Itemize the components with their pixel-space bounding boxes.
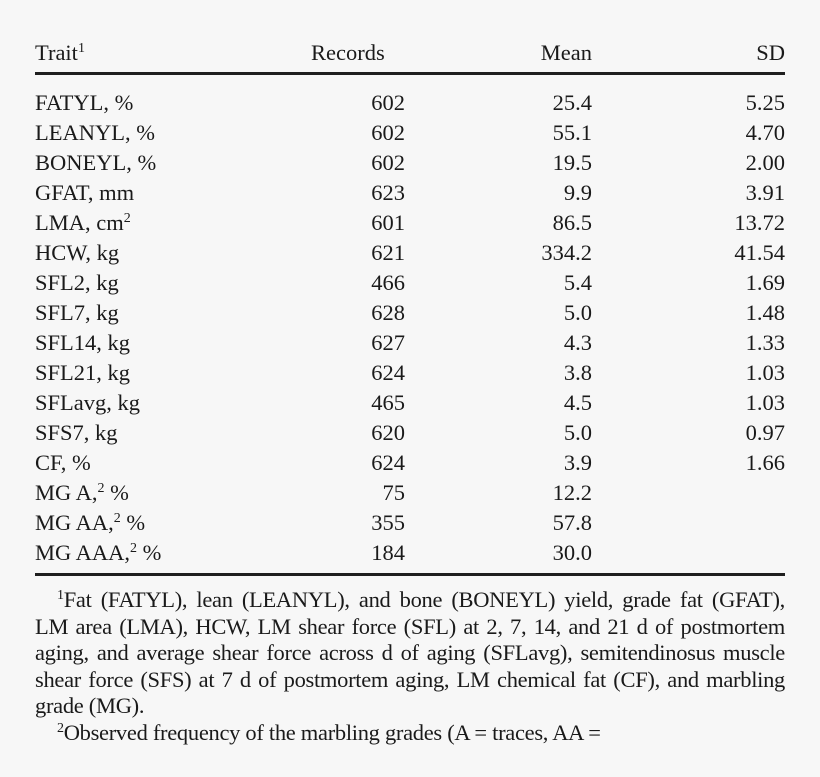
cell-mean: 5.0 (563, 300, 592, 325)
cell-sd: 0.97 (745, 420, 785, 445)
cell-records: 623 (371, 180, 405, 205)
table-row: SFL14, kg 627 4.3 1.33 (35, 328, 785, 358)
cell-trait: SFS7, kg (35, 420, 118, 445)
cell-trait: SFL21, kg (35, 360, 131, 385)
cell-trait: CF, % (35, 450, 91, 475)
table-row: FATYL, % 602 25.4 5.25 (35, 88, 785, 118)
cell-trait: MG AAA,2 % (35, 540, 162, 565)
cell-records: 355 (371, 510, 405, 535)
cell-trait: HCW, kg (35, 240, 120, 265)
table-row: MG AAA,2 % 184 30.0 (35, 538, 785, 568)
cell-sd: 1.48 (745, 300, 785, 325)
table-row: CF, % 624 3.9 1.66 (35, 448, 785, 478)
table-row: LEANYL, % 602 55.1 4.70 (35, 118, 785, 148)
cell-records: 621 (371, 240, 405, 265)
footnote-ref: 1 (77, 41, 85, 56)
cell-sd: 3.91 (745, 180, 785, 205)
cell-records: 624 (371, 360, 405, 385)
cell-mean: 19.5 (552, 150, 592, 175)
cell-records: 627 (371, 330, 405, 355)
cell-mean: 25.4 (552, 90, 592, 115)
cell-mean: 4.5 (563, 390, 592, 415)
cell-trait: MG A,2 % (35, 480, 129, 505)
table-row: MG AA,2 % 355 57.8 (35, 508, 785, 538)
cell-trait: SFL2, kg (35, 270, 119, 295)
cell-mean: 4.3 (563, 330, 592, 355)
cell-mean: 55.1 (552, 120, 592, 145)
footnote-ref: 2 (113, 511, 121, 526)
cell-sd: 2.00 (745, 150, 785, 175)
cell-trait: FATYL, % (35, 90, 134, 115)
cell-sd: 5.25 (745, 90, 785, 115)
cell-records: 601 (371, 210, 405, 235)
cell-mean: 12.2 (552, 480, 592, 505)
cell-mean: 334.2 (541, 240, 592, 265)
cell-mean: 57.8 (552, 510, 592, 535)
cell-mean: 3.9 (563, 450, 592, 475)
cell-trait: GFAT, mm (35, 180, 135, 205)
cell-records: 466 (371, 270, 405, 295)
footnote-ref: 2 (130, 541, 138, 556)
table-row: BONEYL, % 602 19.5 2.00 (35, 148, 785, 178)
header-mean: Mean (540, 40, 592, 65)
table-header: Trait1 Records Mean SD (35, 38, 785, 68)
cell-sd: 1.03 (745, 390, 785, 415)
cell-mean: 86.5 (552, 210, 592, 235)
cell-trait: MG AA,2 % (35, 510, 146, 535)
cell-records: 75 (382, 480, 406, 505)
footnote-1: 1Fat (FATYL), lean (LEANYL), and bone (B… (35, 587, 785, 719)
cell-mean: 3.8 (563, 360, 592, 385)
cell-mean: 5.4 (563, 270, 592, 295)
bottom-rule (35, 573, 785, 576)
cell-sd: 13.72 (734, 210, 785, 235)
cell-records: 184 (371, 540, 405, 565)
cell-trait: SFL14, kg (35, 330, 131, 355)
table-row: SFL2, kg 466 5.4 1.69 (35, 268, 785, 298)
cell-sd: 41.54 (734, 240, 785, 265)
cell-sd: 1.66 (745, 450, 785, 475)
header-trait: Trait1 (35, 40, 85, 65)
cell-trait: SFL7, kg (35, 300, 119, 325)
table-row: SFS7, kg 620 5.0 0.97 (35, 418, 785, 448)
cell-records: 620 (371, 420, 405, 445)
cell-records: 624 (371, 450, 405, 475)
footnote-ref: 2 (97, 481, 105, 496)
header-rule (35, 72, 785, 75)
table-row: HCW, kg 621 334.2 41.54 (35, 238, 785, 268)
cell-mean: 30.0 (552, 540, 592, 565)
cell-records: 602 (371, 150, 405, 175)
header-sd: SD (756, 40, 785, 65)
table-row: GFAT, mm 623 9.9 3.91 (35, 178, 785, 208)
cell-trait: SFLavg, kg (35, 390, 141, 415)
cell-sd: 4.70 (745, 120, 785, 145)
cell-mean: 9.9 (563, 180, 592, 205)
footnote-ref: 2 (123, 211, 131, 226)
table-row: MG A,2 % 75 12.2 (35, 478, 785, 508)
header-records: Records (311, 40, 385, 65)
table-footnotes: 1Fat (FATYL), lean (LEANYL), and bone (B… (35, 587, 785, 747)
cell-trait: LEANYL, % (35, 120, 155, 145)
cell-records: 602 (371, 90, 405, 115)
cell-records: 602 (371, 120, 405, 145)
table-row: SFLavg, kg 465 4.5 1.03 (35, 388, 785, 418)
cell-sd: 1.33 (745, 330, 785, 355)
table-row: SFL7, kg 628 5.0 1.48 (35, 298, 785, 328)
cell-trait: LMA, cm2 (35, 210, 131, 235)
cell-sd: 1.03 (745, 360, 785, 385)
cell-sd: 1.69 (745, 270, 785, 295)
cell-records: 628 (371, 300, 405, 325)
cell-trait: BONEYL, % (35, 150, 157, 175)
footnote-2: 2Observed frequency of the marbling grad… (57, 719, 601, 745)
table-row: LMA, cm2 601 86.5 13.72 (35, 208, 785, 238)
table-row: SFL21, kg 624 3.8 1.03 (35, 358, 785, 388)
cell-records: 465 (371, 390, 405, 415)
cell-mean: 5.0 (563, 420, 592, 445)
